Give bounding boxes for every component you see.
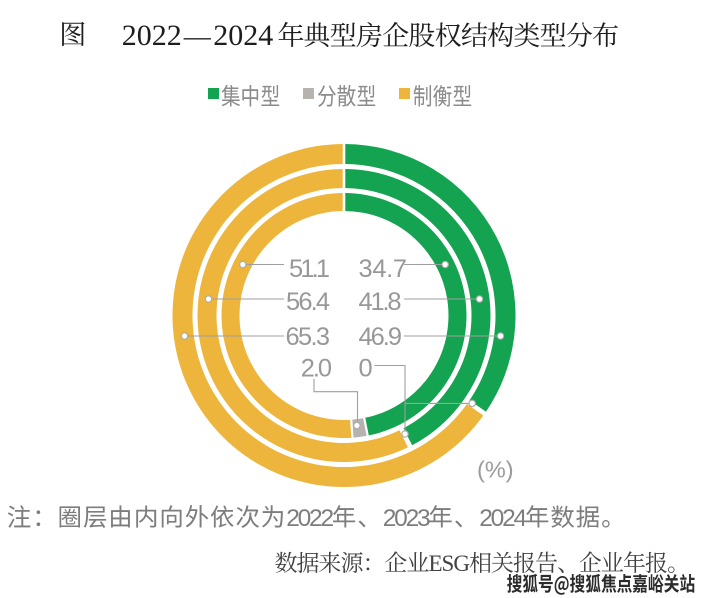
svg-text:65.3: 65.3 — [286, 323, 331, 351]
svg-text:0: 0 — [359, 354, 373, 382]
svg-text:51.1: 51.1 — [289, 255, 330, 283]
svg-text:(%): (%) — [477, 456, 514, 482]
svg-text:46.9: 46.9 — [359, 323, 403, 351]
svg-text:34.7: 34.7 — [359, 255, 408, 283]
svg-text:56.4: 56.4 — [286, 288, 330, 316]
svg-text:2.0: 2.0 — [301, 354, 332, 382]
svg-text:41.8: 41.8 — [359, 288, 402, 316]
